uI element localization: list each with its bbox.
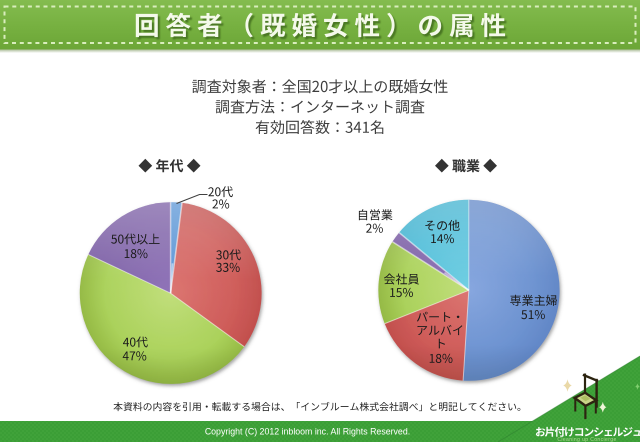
svg-text:Copyright (C) 2012 inbloom inc: Copyright (C) 2012 inbloom inc. All Righ… (205, 427, 410, 437)
svg-text:Cleaning up Concierge: Cleaning up Concierge (557, 437, 616, 442)
